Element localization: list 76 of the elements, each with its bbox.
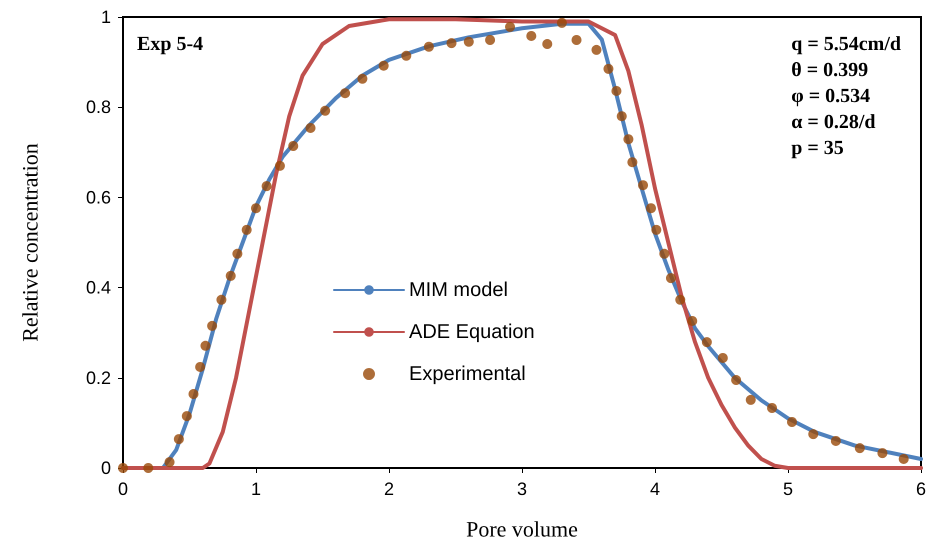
point [542,39,552,50]
annotation: q = 5.54cm/d θ = 0.399 φ = 0.534 α = 0.28/d p = 35 [791,33,902,159]
point [638,180,648,190]
point [164,457,175,468]
point [288,140,298,151]
x-axis-title: Pore volume [466,516,578,542]
point [182,411,192,422]
point [188,389,198,400]
point [603,64,614,74]
point [591,44,602,55]
point [505,22,516,32]
point [251,203,261,214]
point [242,224,252,235]
legend-label: Experimental [409,363,526,385]
point [424,42,434,52]
point [306,122,316,133]
point [808,429,818,440]
point [898,454,909,464]
point [118,463,128,473]
point [877,448,888,458]
point [675,294,686,305]
point [687,316,698,326]
point [232,248,242,259]
point [767,403,778,414]
point [143,463,154,473]
point [340,88,350,98]
point [627,157,638,168]
legend-label: MIM model [409,279,508,301]
point [207,320,218,331]
point [357,74,368,84]
point [746,394,756,405]
point [526,30,536,41]
x-tick-label: 4 [650,479,660,499]
point [226,270,236,281]
point [200,340,210,351]
point [702,337,712,348]
point [216,294,226,305]
x-tick-label: 0 [118,479,128,499]
point [651,224,662,235]
point [464,36,474,47]
point [174,434,184,444]
point [718,352,728,363]
x-tick-label: 3 [516,479,528,499]
point [786,417,797,427]
point [611,86,622,96]
y-tick-label: 0 [100,458,111,478]
x-tick-label: 1 [250,479,262,499]
x-tick-label: 5 [782,479,794,499]
point [446,38,457,48]
y-tick-label: 0.2 [86,368,111,388]
point [646,203,656,214]
y-axis-title: Relative concentration [18,143,42,342]
point [274,160,285,171]
point [556,18,567,28]
y-tick-label: 0.6 [86,187,111,208]
point [854,443,865,454]
point [195,362,206,372]
annotation: Exp 5-4 [137,33,204,55]
point [378,60,389,71]
point [830,436,841,446]
point [623,134,634,144]
x-tick-label: 2 [384,479,394,499]
point [666,273,676,284]
y-tick-label: 0.8 [86,97,111,118]
y-tick-label: 1 [100,7,111,27]
legend-label: ADE Equation [409,321,535,343]
point [485,35,496,45]
point [572,35,582,45]
point [320,106,330,116]
y-tick-label: 0.4 [86,278,111,298]
point [401,50,412,61]
point [616,111,627,122]
x-tick-label: 6 [916,479,926,499]
point [262,181,272,192]
point [731,375,742,386]
point [659,248,670,259]
